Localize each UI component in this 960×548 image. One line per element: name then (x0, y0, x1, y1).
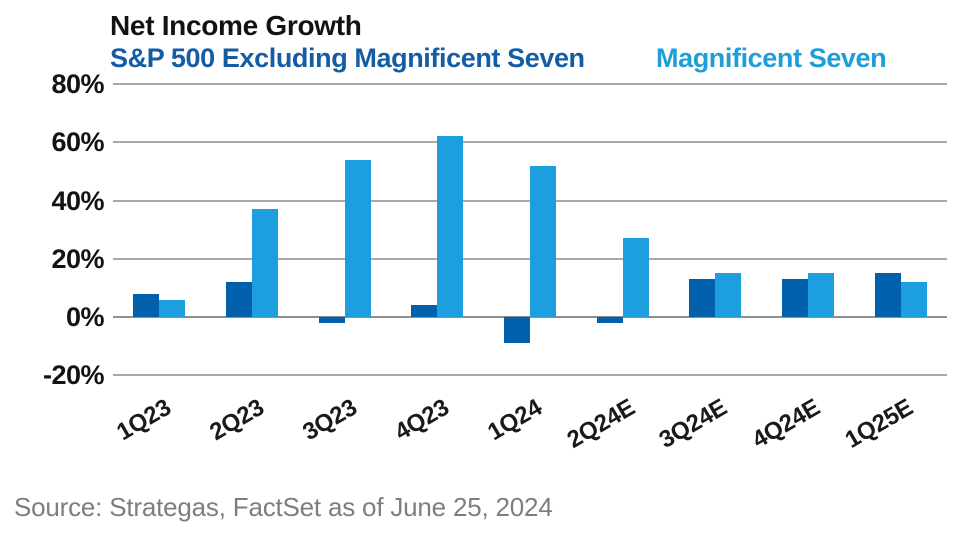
y-axis-label-20%: 20% (51, 243, 104, 274)
y-axis-label-80%: 80% (51, 69, 104, 99)
x-axis-label-3Q23: 3Q23 (297, 393, 362, 447)
source-note: Source: Strategas, FactSet as of June 25… (14, 492, 553, 522)
gridline-80% (113, 83, 947, 85)
x-axis-label-1Q25E: 1Q25E (840, 393, 918, 454)
bar-3Q23-sp500-ex-mag7 (318, 317, 345, 323)
x-axis-label-1Q23: 1Q23 (112, 393, 176, 447)
x-axis-label-2Q24E: 2Q24E (562, 393, 640, 454)
bar-1Q23-sp500-ex-mag7 (133, 293, 160, 317)
x-axis-label-4Q23: 4Q23 (390, 393, 454, 447)
y-axis-label-60%: 60% (51, 127, 104, 158)
bar-4Q23-sp500-ex-mag7 (411, 305, 438, 317)
bar-1Q24-mag7 (530, 165, 556, 317)
bar-3Q23-mag7 (344, 159, 371, 317)
bar-2Q24E-sp500-ex-mag7 (596, 317, 623, 323)
x-axis-label-3Q24E: 3Q24E (654, 393, 732, 454)
chart-title: Net Income Growth (110, 10, 362, 41)
bar-4Q24E-mag7 (808, 273, 834, 317)
bar-2Q24E-mag7 (622, 238, 649, 317)
bar-4Q23-mag7 (437, 136, 464, 317)
y-axis-label-40%: 40% (51, 185, 104, 216)
bar-1Q23-mag7 (159, 299, 186, 317)
gridline-60% (113, 141, 947, 144)
x-axis-label-4Q24E: 4Q24E (747, 393, 825, 454)
y-axis-label--20%: -20% (42, 360, 105, 391)
bar-2Q23-sp500-ex-mag7 (226, 282, 252, 317)
bar-3Q24E-mag7 (715, 273, 742, 317)
gridline--20% (113, 374, 947, 377)
bar-1Q24-sp500-ex-mag7 (504, 317, 530, 344)
x-axis-label-1Q24: 1Q24 (483, 393, 547, 447)
gridline-0% (113, 316, 947, 318)
bar-2Q23-mag7 (252, 209, 278, 317)
legend-sp500-ex-mag7: S&P 500 Excluding Magnificent Seven (110, 43, 585, 73)
bar-3Q24E-sp500-ex-mag7 (689, 279, 716, 317)
legend-mag7: Magnificent Seven (656, 43, 887, 73)
bar-4Q24E-sp500-ex-mag7 (782, 279, 808, 317)
bar-1Q25E-mag7 (900, 282, 927, 317)
x-axis-label-2Q23: 2Q23 (205, 393, 269, 447)
bar-1Q25E-sp500-ex-mag7 (874, 273, 901, 317)
y-axis-label-0%: 0% (65, 302, 105, 332)
